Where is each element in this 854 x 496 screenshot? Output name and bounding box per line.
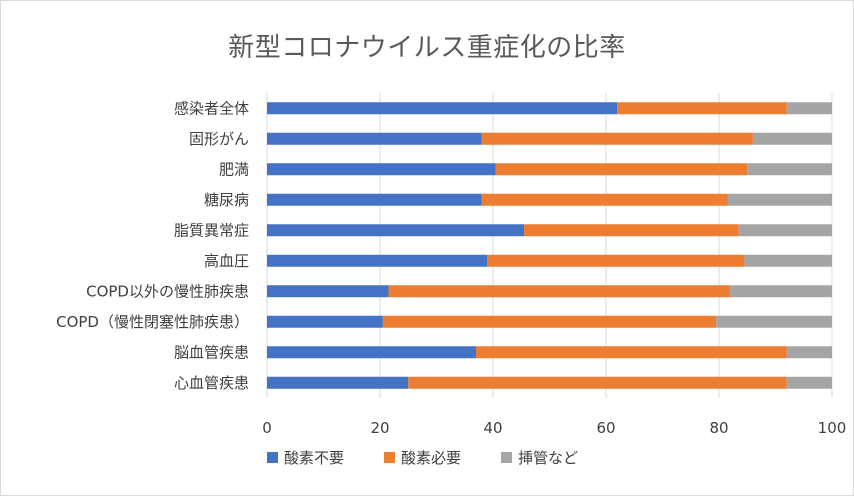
category-label-9: 心血管疾患 xyxy=(174,374,249,392)
x-tick-label-2: 40 xyxy=(483,419,502,437)
chart-title: 新型コロナウイルス重症化の比率 xyxy=(228,33,626,63)
bar-2-1 xyxy=(752,132,832,145)
legend-swatch-0 xyxy=(267,452,278,463)
legend-swatch-2 xyxy=(501,452,512,463)
bar-2-6 xyxy=(730,285,832,298)
legend-label-1: 酸素必要 xyxy=(401,449,461,467)
x-tick-label-5: 100 xyxy=(818,419,847,437)
bar-2-4 xyxy=(738,224,832,237)
category-label-2: 肥満 xyxy=(219,160,249,178)
bar-1-7 xyxy=(382,315,717,328)
bar-2-8 xyxy=(786,346,832,359)
bar-1-1 xyxy=(481,132,753,145)
x-tick-label-1: 20 xyxy=(370,419,389,437)
bar-0-1 xyxy=(267,132,482,145)
category-label-4: 脂質異常症 xyxy=(174,221,249,239)
bar-1-4 xyxy=(524,224,739,237)
x-tick-label-4: 80 xyxy=(709,419,728,437)
category-label-0: 感染者全体 xyxy=(174,99,249,117)
bar-2-2 xyxy=(747,163,832,176)
bar-0-9 xyxy=(267,376,409,389)
bar-2-7 xyxy=(716,315,832,328)
x-tick-label-3: 60 xyxy=(596,419,615,437)
bar-0-7 xyxy=(267,315,383,328)
bar-2-5 xyxy=(744,254,832,267)
bar-1-9 xyxy=(408,376,787,389)
bar-1-2 xyxy=(495,163,748,176)
bar-2-3 xyxy=(727,193,832,206)
x-tick-label-0: 0 xyxy=(262,419,272,437)
bar-1-5 xyxy=(487,254,745,267)
bar-0-0 xyxy=(267,102,618,115)
category-label-3: 糖尿病 xyxy=(204,191,249,209)
category-label-5: 高血圧 xyxy=(204,252,249,270)
bar-2-9 xyxy=(786,376,832,389)
legend-label-2: 挿管など xyxy=(518,449,578,467)
category-label-1: 固形がん xyxy=(189,130,249,148)
category-label-6: COPD以外の慢性肺疾患 xyxy=(86,282,249,300)
bar-1-0 xyxy=(617,102,787,115)
category-label-7: COPD（慢性閉塞性肺疾患） xyxy=(56,313,249,331)
legend-swatch-1 xyxy=(384,452,395,463)
bar-1-6 xyxy=(388,285,731,298)
category-label-8: 脳血管疾患 xyxy=(174,343,249,361)
bar-0-5 xyxy=(267,254,488,267)
bar-0-8 xyxy=(267,346,477,359)
bar-0-4 xyxy=(267,224,525,237)
bar-0-3 xyxy=(267,193,482,206)
bar-1-3 xyxy=(481,193,728,206)
bar-0-2 xyxy=(267,163,496,176)
bar-0-6 xyxy=(267,285,389,298)
bar-1-8 xyxy=(476,346,787,359)
bar-2-0 xyxy=(786,102,832,115)
legend-label-0: 酸素不要 xyxy=(284,449,344,467)
